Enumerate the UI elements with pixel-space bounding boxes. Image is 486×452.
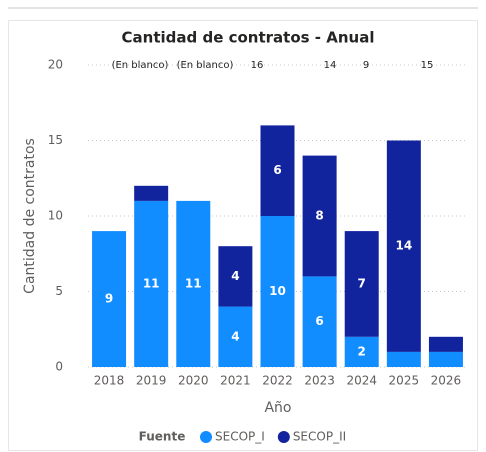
y-tick-label: 10	[48, 209, 63, 223]
x-tick-label: 2026	[431, 374, 462, 388]
top-label: 14	[324, 60, 337, 71]
bar-segment	[344, 231, 379, 337]
data-label: 11	[143, 276, 160, 290]
legend-marker	[277, 431, 290, 443]
bar-segment	[260, 216, 295, 367]
y-tick-label: 20	[48, 58, 63, 72]
top-label: 9	[363, 60, 369, 71]
data-label: 11	[185, 276, 202, 290]
bar-segment	[92, 231, 127, 367]
top-label: (En blanco)	[112, 60, 169, 71]
x-tick-label: 2021	[220, 374, 251, 388]
data-label: 14	[395, 239, 412, 253]
x-tick-label: 2022	[262, 374, 293, 388]
data-label: 4	[231, 329, 239, 343]
data-label: 6	[315, 314, 323, 328]
data-label: 7	[358, 276, 366, 290]
legend-marker	[200, 431, 212, 443]
top-label: 15	[421, 60, 434, 71]
bar-segment	[134, 200, 169, 367]
legend-label: SECOP_II	[293, 430, 346, 444]
legend-label: SECOP_I	[215, 430, 265, 444]
bar-segment	[344, 336, 379, 367]
chart-title: Cantidad de contratos - Anual	[122, 29, 375, 47]
top-label: (En blanco)	[177, 60, 234, 71]
top-label: 16	[251, 60, 264, 71]
data-label: 8	[315, 209, 323, 223]
bar-segment	[428, 351, 463, 367]
bar-segment	[386, 140, 421, 352]
x-tick-label: 2018	[94, 374, 125, 388]
legend-title: Fuente	[139, 430, 186, 444]
bar-segment	[218, 246, 253, 307]
x-tick-label: 2023	[304, 374, 335, 388]
x-tick-label: 2020	[178, 374, 209, 388]
bar-segment	[134, 185, 169, 201]
x-tick-label: 2019	[136, 374, 167, 388]
data-label: 10	[269, 284, 286, 298]
data-label: 6	[273, 163, 281, 177]
y-axis-label: Cantidad de contratos	[22, 138, 38, 294]
bar-segment	[302, 276, 337, 367]
y-tick-label: 15	[48, 133, 63, 147]
data-label: 4	[231, 269, 239, 283]
y-tick-label: 5	[55, 284, 63, 298]
bar-segment	[176, 200, 211, 367]
data-label: 9	[105, 292, 113, 306]
data-label: 2	[358, 344, 366, 358]
bar-segment	[260, 125, 295, 216]
bar-segment	[386, 351, 421, 367]
x-tick-label: 2025	[389, 374, 420, 388]
bar-segment	[302, 155, 337, 277]
bar-segment	[218, 306, 253, 367]
x-axis-label: Año	[264, 400, 291, 416]
y-tick-label: 0	[55, 360, 63, 374]
x-tick-label: 2024	[346, 374, 377, 388]
bar-segment	[428, 336, 463, 352]
